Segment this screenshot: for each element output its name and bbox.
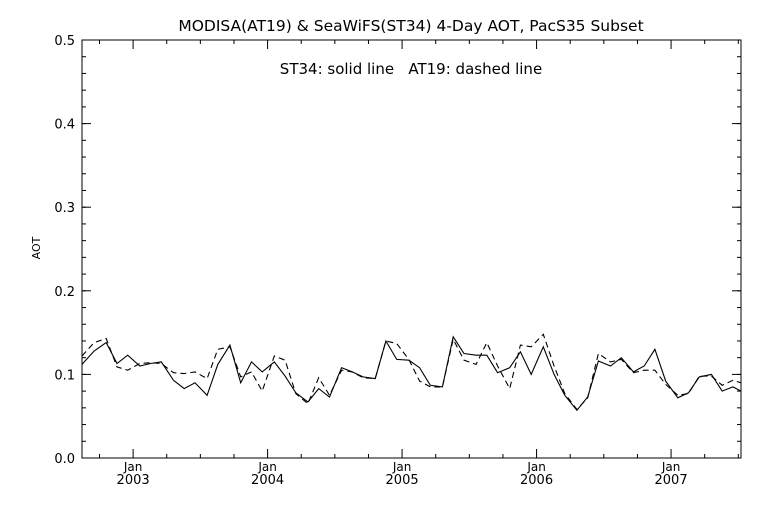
y-tick-label: 0.5 xyxy=(54,34,75,49)
y-tick-label: 0.0 xyxy=(54,452,75,467)
y-tick-label: 0.4 xyxy=(54,118,75,133)
x-tick-month-label: Jan xyxy=(123,460,143,474)
data-series xyxy=(81,333,742,412)
y-tick-label: 0.1 xyxy=(54,368,75,383)
x-tick-year-label: 2004 xyxy=(251,473,284,488)
chart-title: MODISA(AT19) & SeaWiFS(ST34) 4-Day AOT, … xyxy=(178,17,643,35)
y-axis-label: AOT xyxy=(30,236,43,259)
y-tick-label: 0.3 xyxy=(54,201,75,216)
x-tick-month-label: Jan xyxy=(392,460,412,474)
series-line-st34 xyxy=(81,335,742,412)
x-tick-month-label: Jan xyxy=(661,460,681,474)
x-tick-year-label: 2005 xyxy=(386,473,419,488)
y-tick-label: 0.2 xyxy=(54,285,75,300)
x-tick-year-label: 2003 xyxy=(117,473,150,488)
plot-frame xyxy=(81,39,742,459)
legend-annotation: ST34: solid line AT19: dashed line xyxy=(280,60,542,78)
y-axis-ticks: 0.0 0.1 0.2 0.3 0.4 0.5 xyxy=(54,34,741,467)
x-tick-month-label: Jan xyxy=(257,460,277,474)
series-line-at19 xyxy=(81,333,742,411)
x-tick-year-label: 2006 xyxy=(520,473,553,488)
x-tick-year-label: 2007 xyxy=(655,473,688,488)
x-tick-month-label: Jan xyxy=(526,460,546,474)
